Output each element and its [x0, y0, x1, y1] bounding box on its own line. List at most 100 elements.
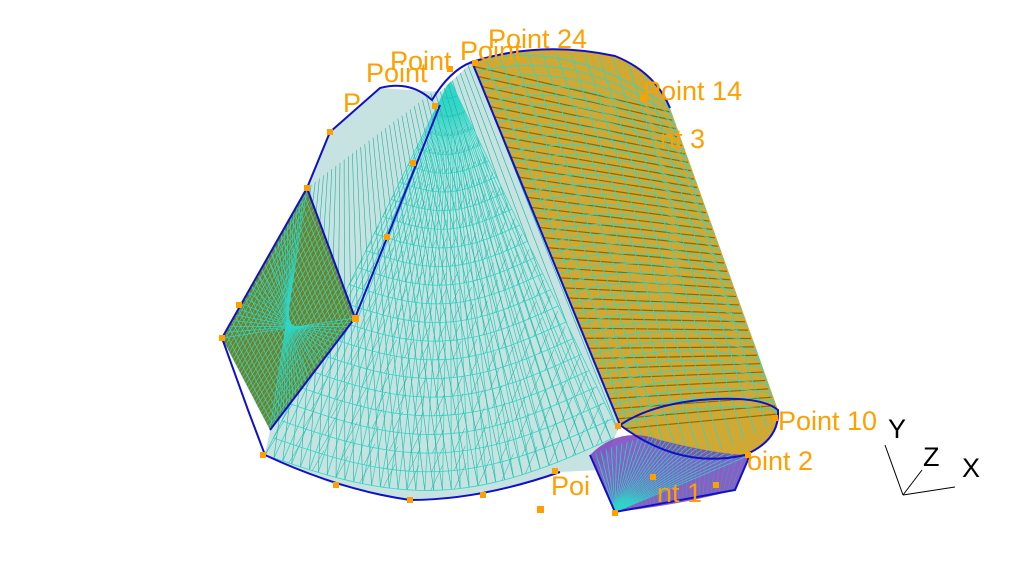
mesh-line — [303, 410, 315, 429]
mesh-line — [483, 156, 487, 164]
mesh-line — [348, 284, 356, 288]
mesh-line — [470, 179, 475, 188]
mesh-line — [376, 134, 417, 491]
mesh-line — [476, 177, 481, 186]
mesh-line — [426, 96, 523, 475]
mesh-line — [372, 350, 381, 354]
mesh-line — [357, 443, 368, 447]
mesh-line — [444, 377, 454, 379]
point-label: nt 1 — [657, 478, 702, 508]
mesh-line — [544, 349, 555, 371]
mesh-line — [256, 282, 343, 406]
mesh-line — [442, 488, 455, 491]
mesh-line — [462, 262, 469, 265]
mesh-line — [614, 436, 649, 512]
mesh-line — [525, 469, 538, 475]
mesh-line — [412, 413, 424, 435]
mesh-line — [410, 165, 414, 168]
mesh-line — [429, 148, 432, 153]
mesh-line — [386, 468, 398, 471]
mesh-line — [329, 455, 342, 460]
mesh-line — [548, 437, 562, 466]
mesh-line — [453, 96, 455, 98]
mesh-line — [614, 437, 644, 512]
mesh-line — [391, 212, 396, 220]
mesh-line — [726, 450, 740, 492]
mesh-line — [536, 292, 544, 297]
mesh-line — [501, 307, 509, 311]
mesh-line — [467, 144, 471, 151]
mesh-line — [463, 187, 468, 190]
mesh-line — [267, 312, 354, 427]
mesh-line — [555, 399, 567, 406]
mesh-line — [550, 305, 559, 310]
mesh-line — [382, 429, 393, 433]
mesh-line — [480, 239, 486, 242]
mesh-line — [541, 328, 550, 334]
mesh-line — [439, 290, 447, 304]
mesh-line — [476, 141, 479, 147]
mesh-line — [569, 374, 580, 380]
mesh-line — [529, 264, 537, 280]
mesh-line — [402, 432, 413, 435]
mesh-line — [445, 114, 448, 118]
mesh-line — [614, 452, 745, 512]
mesh-line — [496, 114, 689, 159]
mesh-line — [438, 307, 446, 323]
mesh-line — [332, 358, 342, 362]
mesh-line — [477, 352, 486, 356]
mesh-line — [505, 267, 512, 271]
mesh-line — [533, 332, 542, 337]
mesh-line — [364, 348, 373, 352]
mesh-line — [429, 171, 433, 173]
mesh-line — [501, 329, 510, 349]
mesh-line — [361, 308, 369, 312]
mesh-line — [456, 130, 459, 135]
mesh-line — [460, 356, 470, 359]
mesh-line — [537, 465, 550, 471]
mesh-line — [501, 453, 514, 481]
mesh-line — [489, 177, 494, 181]
mesh-line — [453, 131, 456, 136]
mesh-line — [425, 183, 429, 191]
mesh-line — [317, 393, 328, 397]
mesh-line — [485, 199, 490, 202]
mesh-line — [401, 359, 411, 377]
mesh-line — [357, 258, 364, 268]
mesh-line — [490, 226, 496, 238]
mesh-line — [468, 338, 478, 357]
mesh-line — [273, 419, 285, 439]
mesh-line — [273, 245, 323, 362]
mesh-line — [376, 409, 386, 413]
mesh-line — [416, 144, 419, 149]
mesh-line — [614, 435, 655, 512]
mesh-line — [457, 183, 462, 191]
mesh-line — [535, 389, 546, 413]
mesh-line — [349, 349, 359, 365]
mesh-line — [470, 204, 475, 207]
mesh-line — [445, 321, 453, 323]
mesh-line — [596, 418, 609, 446]
mesh-line — [396, 356, 405, 359]
mesh-line — [258, 287, 345, 409]
mesh-line — [508, 144, 698, 184]
mesh-line — [544, 443, 556, 449]
mesh-line — [473, 249, 480, 263]
mesh-line — [489, 386, 500, 390]
mesh-line — [418, 102, 505, 480]
mesh-line — [516, 243, 523, 247]
point-label: Point 10 — [778, 406, 877, 436]
mesh-line — [460, 111, 463, 115]
mesh-line — [499, 222, 506, 234]
mesh-line — [437, 131, 440, 136]
mesh-line — [425, 227, 431, 230]
mesh-line — [410, 306, 418, 321]
mesh-line — [514, 416, 526, 421]
point-label: Point — [460, 36, 522, 66]
axes-triad: Y Z X — [884, 414, 980, 496]
mesh-line — [354, 294, 362, 307]
mesh-line — [395, 394, 406, 414]
mesh-line — [251, 267, 337, 395]
mesh-line — [406, 465, 420, 490]
